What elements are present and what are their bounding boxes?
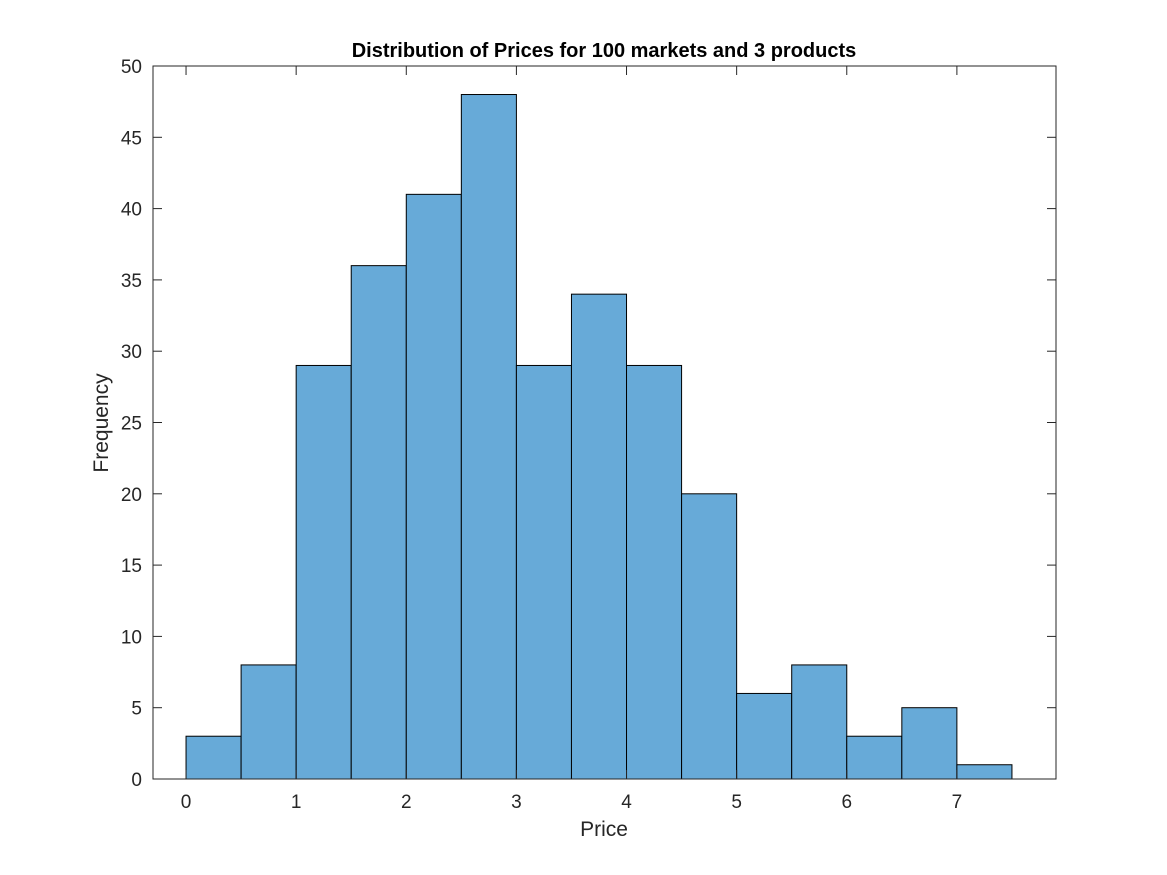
histogram-bar (956, 764, 1013, 780)
histogram-bar (736, 692, 793, 780)
y-tick-label: 15 (121, 556, 142, 577)
x-tick-label: 4 (621, 792, 632, 813)
axes-box (152, 65, 1057, 780)
histogram-bar (295, 364, 352, 780)
bars-group (185, 94, 1013, 780)
y-tick-label: 45 (121, 128, 142, 149)
y-tick-label: 40 (121, 200, 142, 221)
x-tick-label: 0 (181, 792, 192, 813)
x-tick-label: 6 (841, 792, 852, 813)
x-tick-label: 2 (401, 792, 412, 813)
histogram-bar (240, 664, 297, 780)
y-tick-label: 35 (121, 271, 142, 292)
chart-title: Distribution of Prices for 100 markets a… (352, 40, 857, 62)
histogram-bar (185, 735, 242, 780)
y-tick-label: 50 (121, 57, 142, 78)
histogram-bar (405, 193, 462, 780)
histogram-bar (570, 293, 628, 780)
x-tick-label: 5 (731, 792, 742, 813)
x-tick-label: 1 (291, 792, 302, 813)
histogram-bar (846, 735, 903, 780)
histogram-bar (901, 707, 958, 780)
y-axis-label: Frequency (90, 373, 113, 473)
histogram-bar (681, 493, 738, 780)
histogram-bar (350, 265, 407, 780)
x-tick-label: 7 (952, 792, 963, 813)
x-axis-label: Price (580, 818, 628, 841)
y-tick-label: 25 (121, 414, 142, 435)
y-tick-label: 0 (131, 770, 142, 791)
y-tick-label: 10 (121, 627, 142, 648)
histogram-bar (791, 664, 848, 780)
histogram-bar (460, 94, 517, 780)
histogram-bar (515, 364, 572, 780)
histogram-bar (626, 364, 683, 780)
y-tick-label: 20 (121, 485, 142, 506)
x-tick-label: 3 (511, 792, 522, 813)
y-tick-label: 5 (131, 699, 142, 720)
y-tick-label: 30 (121, 342, 142, 363)
